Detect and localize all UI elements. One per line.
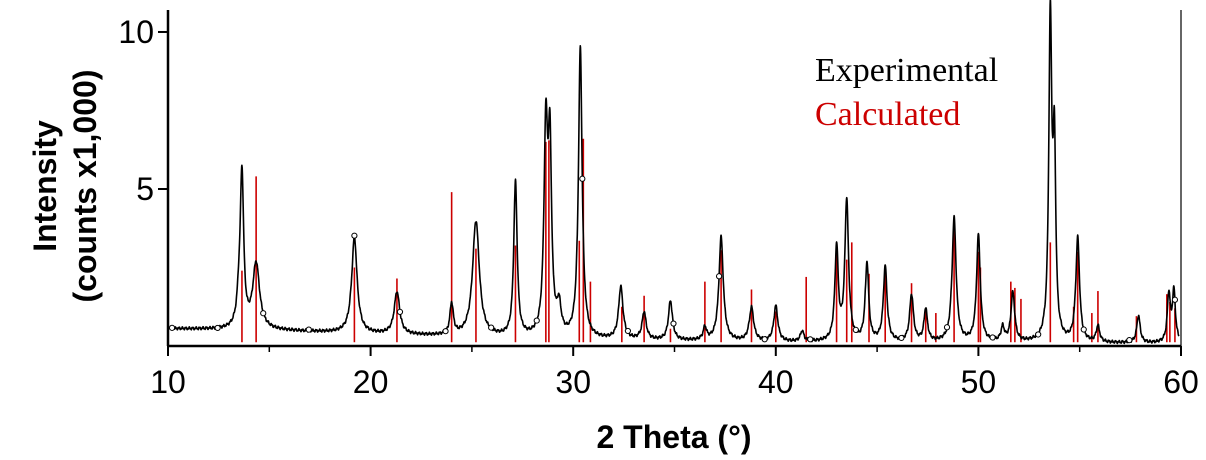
experimental-profile-line bbox=[171, 0, 1180, 345]
experimental-marker bbox=[260, 310, 267, 317]
experimental-marker bbox=[396, 308, 404, 315]
experimental-marker bbox=[898, 334, 905, 342]
experimental-marker bbox=[1080, 326, 1087, 333]
experimental-marker bbox=[1035, 331, 1042, 338]
y-tick-label: 5 bbox=[136, 171, 154, 207]
experimental-marker bbox=[989, 334, 996, 341]
experimental-marker bbox=[852, 326, 859, 333]
experimental-markers bbox=[168, 175, 1179, 344]
x-tick-label: 10 bbox=[150, 364, 186, 400]
y-axis-title-line2: (counts x1,000) bbox=[67, 70, 103, 303]
experimental-marker bbox=[488, 324, 495, 331]
x-tick-label: 30 bbox=[555, 364, 591, 400]
plot-area bbox=[168, 0, 1180, 345]
x-tick-label: 50 bbox=[961, 364, 997, 400]
x-tick-label: 40 bbox=[758, 364, 794, 400]
experimental-marker bbox=[533, 317, 540, 324]
experimental-marker bbox=[807, 336, 814, 343]
experimental-marker bbox=[761, 336, 768, 343]
experimental-marker bbox=[1126, 337, 1133, 344]
x-tick-label: 60 bbox=[1163, 364, 1199, 400]
legend-experimental: Experimental bbox=[815, 52, 998, 89]
experimental-marker bbox=[670, 320, 677, 327]
legend-calculated: Calculated bbox=[815, 96, 960, 133]
x-axis-ticks: 10 20 30 40 50 60 bbox=[150, 346, 1199, 400]
experimental-marker bbox=[579, 175, 586, 182]
experimental-marker bbox=[305, 326, 312, 333]
experimental-marker bbox=[624, 327, 632, 335]
experimental-marker bbox=[442, 328, 449, 335]
y-tick-label: 10 bbox=[118, 14, 154, 50]
calculated-sticks bbox=[241, 138, 1176, 343]
x-axis-title: 2 Theta (°) bbox=[596, 419, 751, 455]
experimental-marker bbox=[943, 324, 951, 331]
y-axis-title-line1: Intensity bbox=[27, 120, 63, 252]
experimental-marker bbox=[1171, 296, 1179, 303]
experimental-marker bbox=[168, 324, 176, 331]
experimental-marker bbox=[715, 273, 723, 280]
experimental-marker bbox=[214, 324, 221, 332]
y-axis-ticks: 5 10 bbox=[118, 14, 168, 207]
x-tick-label: 20 bbox=[353, 364, 389, 400]
experimental-marker bbox=[351, 232, 358, 239]
